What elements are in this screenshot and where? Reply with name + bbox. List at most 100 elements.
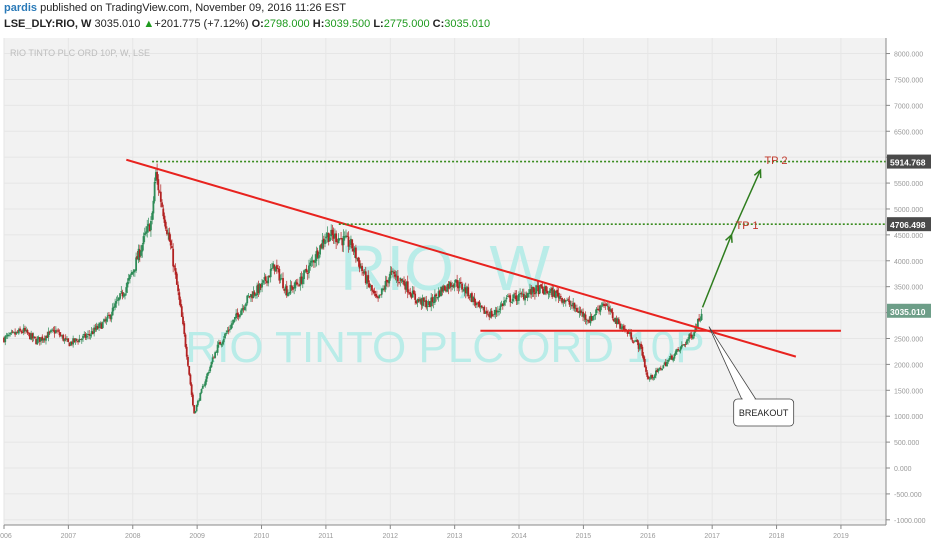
candle-body	[566, 300, 568, 301]
candle-body	[196, 401, 199, 406]
candle-body	[537, 285, 540, 295]
candle-body	[698, 318, 701, 321]
candle-body	[333, 233, 336, 238]
candle-body	[135, 257, 138, 271]
candle-body	[27, 332, 30, 334]
candle-body	[384, 281, 387, 290]
candle-body	[441, 287, 444, 292]
candle-body	[37, 337, 40, 340]
candle-body	[590, 316, 593, 321]
candle-body	[122, 294, 125, 297]
candle-body	[651, 374, 654, 379]
candle-body	[337, 237, 340, 244]
candle-body	[448, 281, 451, 289]
candle-body	[219, 342, 221, 345]
low-value: 2775.000	[383, 18, 430, 30]
symbol-label[interactable]: LSE_DLY:RIO, W	[4, 18, 92, 30]
candle-body	[564, 301, 567, 303]
candle-body	[400, 278, 403, 281]
price-tick-label: -1000.000	[894, 518, 926, 525]
candle-body	[25, 329, 28, 332]
candle-body	[405, 281, 408, 290]
candle-body	[466, 286, 468, 294]
candle-body	[277, 268, 279, 269]
candle-body	[492, 315, 494, 317]
candle-body	[338, 238, 341, 240]
candle-body	[79, 339, 82, 341]
candle-body	[216, 344, 219, 353]
candle-body	[505, 297, 508, 300]
candle-body	[321, 239, 324, 249]
price-change: +201.775 (+7.12%)	[154, 18, 249, 30]
candle-body	[501, 303, 504, 306]
plot-area[interactable]	[4, 38, 886, 525]
candle-body	[588, 320, 591, 323]
candle-body	[348, 245, 351, 247]
candle-body	[222, 338, 225, 343]
candle-body	[119, 293, 121, 299]
candle-body	[671, 355, 673, 360]
candle-body	[420, 299, 423, 305]
candle-body	[168, 232, 171, 242]
candle-body	[468, 296, 471, 298]
candle-body	[324, 239, 326, 245]
candle-body	[211, 357, 214, 363]
candle-body	[525, 296, 528, 298]
candle-body	[667, 359, 670, 362]
candle-body	[80, 338, 83, 341]
candle-body	[521, 293, 524, 295]
candle-body	[603, 303, 605, 306]
candle-body	[664, 362, 667, 366]
candle-body	[189, 374, 192, 385]
candle-body	[462, 290, 465, 292]
candle-body	[22, 327, 25, 333]
candle-body	[451, 286, 454, 288]
candle-body	[504, 300, 507, 302]
candle-body	[443, 285, 446, 291]
candle-body	[248, 296, 251, 298]
candle-body	[630, 332, 633, 340]
high-value: 3039.500	[324, 18, 371, 30]
candle-body	[534, 292, 536, 295]
candle-body	[464, 287, 467, 294]
candle-body	[164, 221, 167, 229]
candle-body	[631, 340, 634, 342]
candle-body	[364, 271, 367, 284]
candle-body	[250, 294, 252, 297]
candle-body	[47, 331, 50, 338]
candle-body	[10, 332, 13, 334]
candle-body	[345, 235, 347, 238]
candle-body	[215, 351, 218, 353]
candle-body	[637, 342, 640, 349]
candle-body	[389, 271, 392, 279]
candle-body	[305, 268, 308, 272]
candle-body	[368, 283, 371, 288]
candle-body	[103, 319, 105, 322]
candle-body	[162, 208, 165, 217]
candle-body	[666, 361, 668, 367]
author-link[interactable]: pardis	[4, 2, 38, 14]
candle-body	[264, 276, 267, 281]
candle-body	[58, 332, 61, 336]
candle-body	[399, 277, 402, 282]
candle-body	[261, 282, 263, 288]
arrow-head-icon	[753, 168, 762, 179]
candle-body	[242, 308, 245, 310]
candle-body	[268, 275, 271, 278]
candle-body	[48, 331, 51, 333]
candle-body	[251, 294, 254, 299]
candle-body	[417, 299, 420, 302]
candle-body	[340, 237, 342, 239]
candle-body	[457, 285, 460, 289]
candle-body	[280, 278, 283, 280]
candle-body	[699, 319, 702, 321]
candle-body	[498, 311, 501, 312]
candle-body	[682, 344, 684, 346]
candle-body	[611, 312, 614, 319]
candle-body	[627, 333, 630, 334]
candle-body	[257, 284, 260, 293]
candle-body	[350, 238, 352, 246]
candle-body	[366, 276, 368, 284]
candle-body	[406, 281, 409, 293]
